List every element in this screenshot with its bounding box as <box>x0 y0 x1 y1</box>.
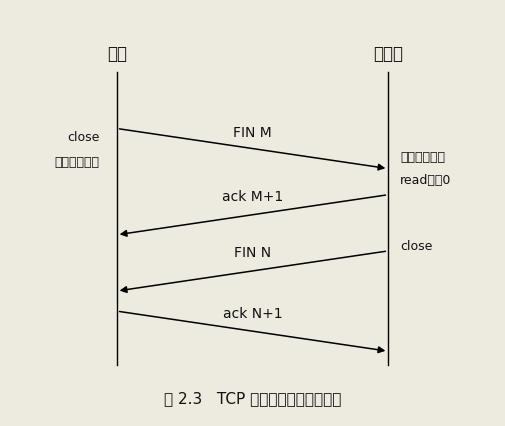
Text: 图 2.3   TCP 关闭连接时的分组交换: 图 2.3 TCP 关闭连接时的分组交换 <box>164 391 341 406</box>
Text: 客户: 客户 <box>107 45 127 63</box>
Text: ack N+1: ack N+1 <box>223 306 282 320</box>
Text: read返回0: read返回0 <box>400 174 452 187</box>
Text: FIN M: FIN M <box>233 125 272 139</box>
Text: ack M+1: ack M+1 <box>222 190 283 204</box>
Text: （被动关闭）: （被动关闭） <box>400 150 445 163</box>
Text: close: close <box>400 239 433 253</box>
Text: （主动关闭）: （主动关闭） <box>55 155 100 168</box>
Text: 服务器: 服务器 <box>373 45 403 63</box>
Text: close: close <box>67 130 100 143</box>
Text: FIN N: FIN N <box>234 246 271 260</box>
